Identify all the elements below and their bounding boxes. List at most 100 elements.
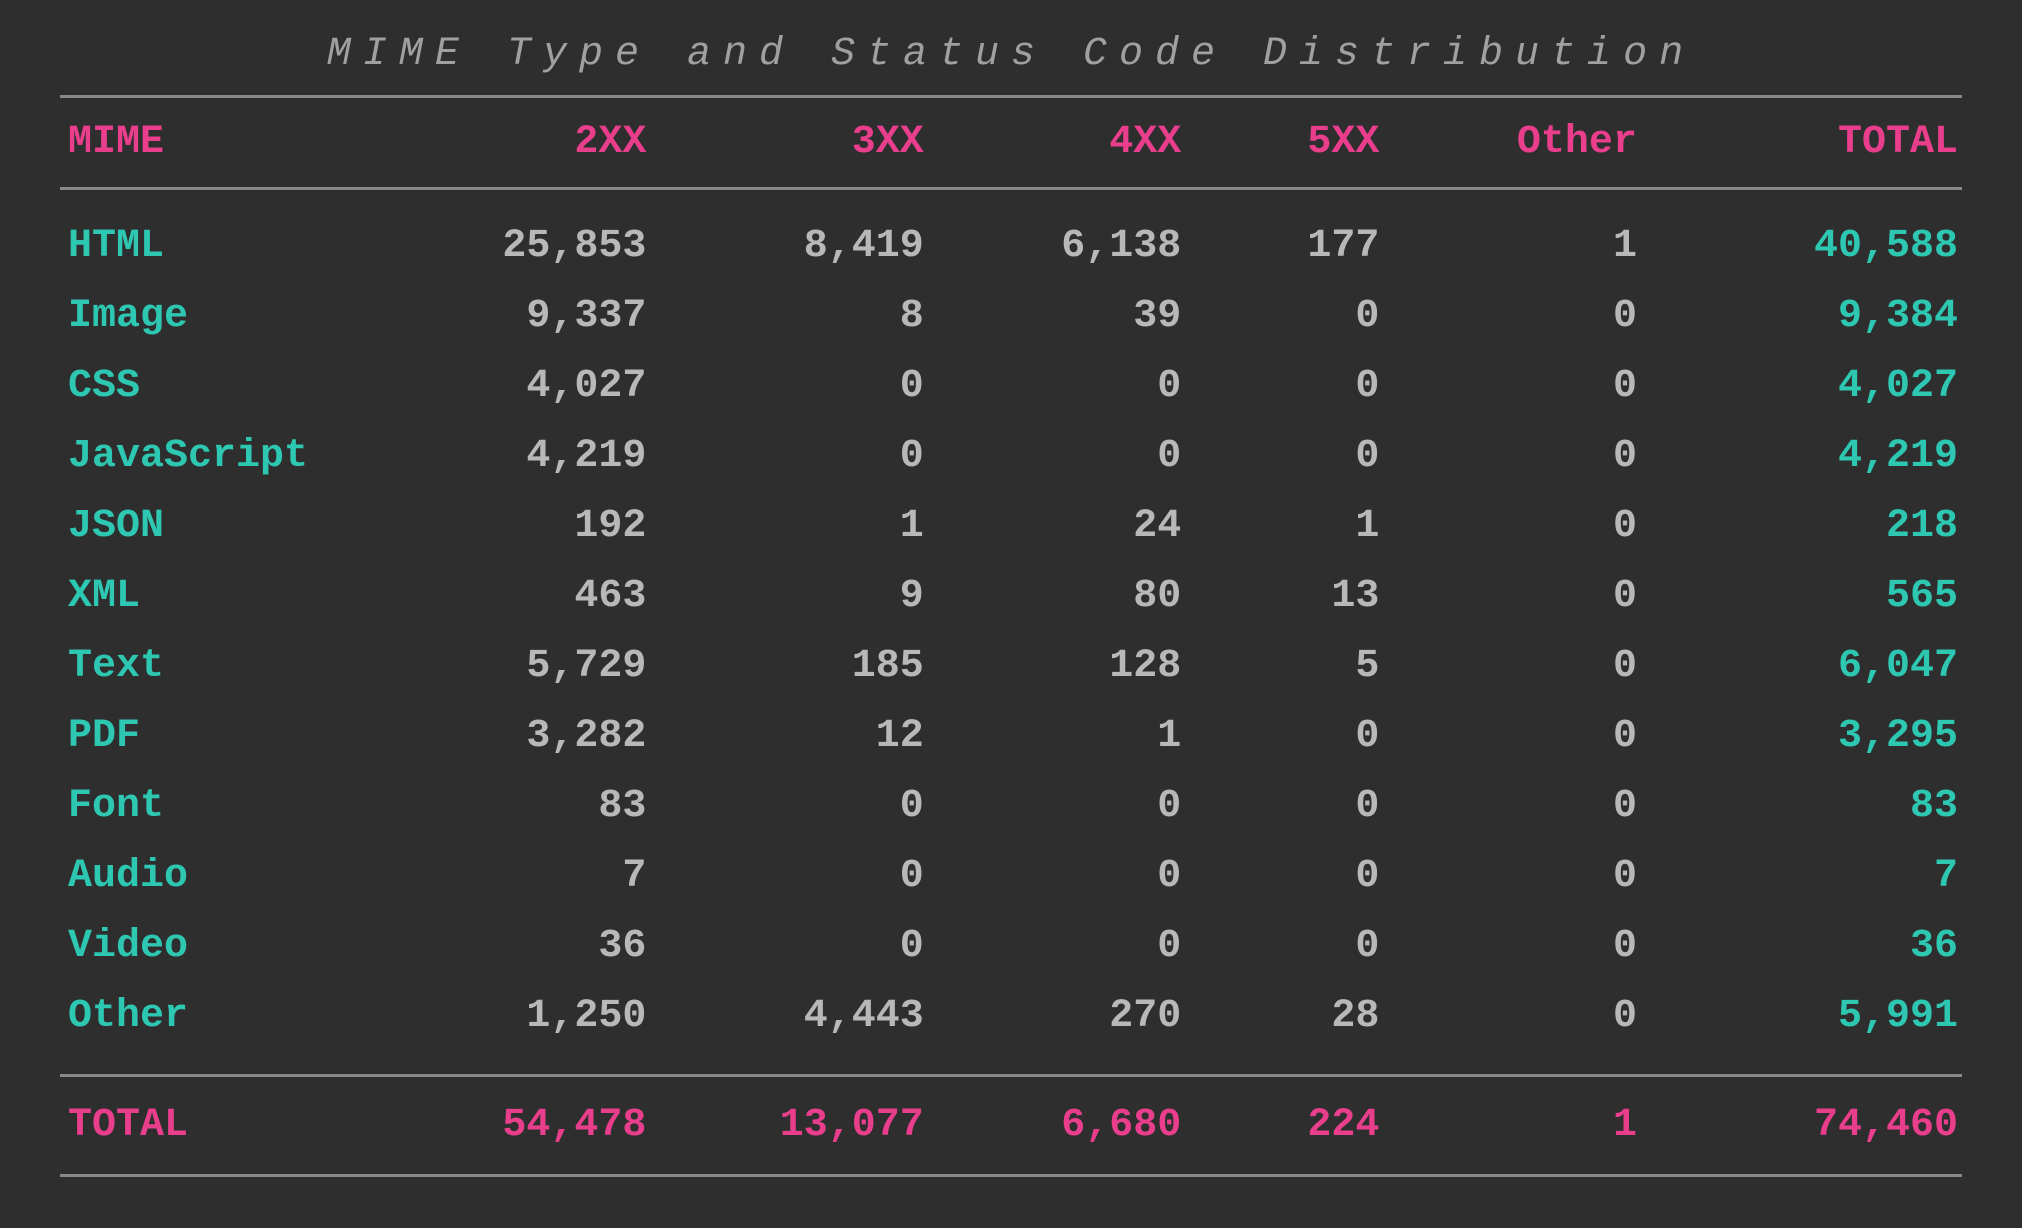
cell-total: 40,588 [1645,189,1962,283]
cell-total: 565 [1645,562,1962,632]
cell-3xx: 12 [654,702,931,772]
cell-2xx: 9,337 [377,282,654,352]
cell-total: 4,027 [1645,352,1962,422]
cell-other: 0 [1387,562,1645,632]
table-footer-row: TOTAL 54,478 13,077 6,680 224 1 74,460 [60,1076,1962,1176]
cell-2xx: 4,027 [377,352,654,422]
cell-total: 6,047 [1645,632,1962,702]
cell-5xx: 1 [1189,492,1387,562]
cell-total: 5,991 [1645,982,1962,1076]
cell-2xx: 3,282 [377,702,654,772]
footer-total: 74,460 [1645,1076,1962,1176]
cell-5xx: 0 [1189,352,1387,422]
table-row: Audio 7 0 0 0 0 7 [60,842,1962,912]
mime-label: Audio [60,842,377,912]
cell-4xx: 0 [932,912,1190,982]
cell-5xx: 0 [1189,772,1387,842]
mime-label: Other [60,982,377,1076]
cell-2xx: 36 [377,912,654,982]
cell-2xx: 463 [377,562,654,632]
mime-label: Text [60,632,377,702]
cell-3xx: 0 [654,772,931,842]
cell-5xx: 28 [1189,982,1387,1076]
cell-2xx: 7 [377,842,654,912]
cell-2xx: 4,219 [377,422,654,492]
cell-other: 0 [1387,492,1645,562]
table-header-row: MIME 2XX 3XX 4XX 5XX Other TOTAL [60,97,1962,189]
mime-label: HTML [60,189,377,283]
footer-5xx: 224 [1189,1076,1387,1176]
table-row: Text 5,729 185 128 5 0 6,047 [60,632,1962,702]
cell-2xx: 5,729 [377,632,654,702]
cell-5xx: 13 [1189,562,1387,632]
cell-4xx: 39 [932,282,1190,352]
footer-2xx: 54,478 [377,1076,654,1176]
mime-label: Image [60,282,377,352]
cell-other: 0 [1387,282,1645,352]
table-row: Video 36 0 0 0 0 36 [60,912,1962,982]
cell-3xx: 8,419 [654,189,931,283]
cell-total: 4,219 [1645,422,1962,492]
distribution-table: MIME 2XX 3XX 4XX 5XX Other TOTAL HTML 25… [60,95,1962,1177]
cell-other: 0 [1387,352,1645,422]
cell-other: 0 [1387,842,1645,912]
mime-label: JavaScript [60,422,377,492]
cell-5xx: 0 [1189,282,1387,352]
cell-4xx: 80 [932,562,1190,632]
cell-5xx: 177 [1189,189,1387,283]
cell-total: 7 [1645,842,1962,912]
col-header-other: Other [1387,97,1645,189]
cell-5xx: 0 [1189,422,1387,492]
col-header-5xx: 5XX [1189,97,1387,189]
mime-label: Font [60,772,377,842]
cell-4xx: 0 [932,422,1190,492]
cell-3xx: 8 [654,282,931,352]
table-row: HTML 25,853 8,419 6,138 177 1 40,588 [60,189,1962,283]
cell-total: 218 [1645,492,1962,562]
cell-total: 9,384 [1645,282,1962,352]
mime-label: JSON [60,492,377,562]
cell-other: 0 [1387,632,1645,702]
cell-other: 0 [1387,702,1645,772]
footer-4xx: 6,680 [932,1076,1190,1176]
cell-2xx: 192 [377,492,654,562]
mime-label: CSS [60,352,377,422]
col-header-3xx: 3XX [654,97,931,189]
col-header-2xx: 2XX [377,97,654,189]
cell-total: 36 [1645,912,1962,982]
cell-4xx: 0 [932,352,1190,422]
cell-other: 1 [1387,189,1645,283]
table-row: XML 463 9 80 13 0 565 [60,562,1962,632]
cell-5xx: 0 [1189,702,1387,772]
cell-2xx: 83 [377,772,654,842]
cell-4xx: 24 [932,492,1190,562]
cell-2xx: 1,250 [377,982,654,1076]
cell-3xx: 0 [654,912,931,982]
mime-label: XML [60,562,377,632]
table-row: JavaScript 4,219 0 0 0 0 4,219 [60,422,1962,492]
cell-4xx: 1 [932,702,1190,772]
cell-3xx: 4,443 [654,982,931,1076]
cell-other: 0 [1387,772,1645,842]
table-row: CSS 4,027 0 0 0 0 4,027 [60,352,1962,422]
mime-label: Video [60,912,377,982]
cell-5xx: 0 [1189,912,1387,982]
cell-other: 0 [1387,422,1645,492]
table-body: HTML 25,853 8,419 6,138 177 1 40,588 Ima… [60,189,1962,1076]
footer-label: TOTAL [60,1076,377,1176]
col-header-total: TOTAL [1645,97,1962,189]
table-row: JSON 192 1 24 1 0 218 [60,492,1962,562]
footer-other: 1 [1387,1076,1645,1176]
cell-other: 0 [1387,982,1645,1076]
cell-total: 3,295 [1645,702,1962,772]
col-header-4xx: 4XX [932,97,1190,189]
table-row: Other 1,250 4,443 270 28 0 5,991 [60,982,1962,1076]
cell-3xx: 9 [654,562,931,632]
col-header-mime: MIME [60,97,377,189]
footer-3xx: 13,077 [654,1076,931,1176]
cell-4xx: 270 [932,982,1190,1076]
table-row: PDF 3,282 12 1 0 0 3,295 [60,702,1962,772]
cell-4xx: 0 [932,842,1190,912]
cell-4xx: 128 [932,632,1190,702]
cell-3xx: 1 [654,492,931,562]
